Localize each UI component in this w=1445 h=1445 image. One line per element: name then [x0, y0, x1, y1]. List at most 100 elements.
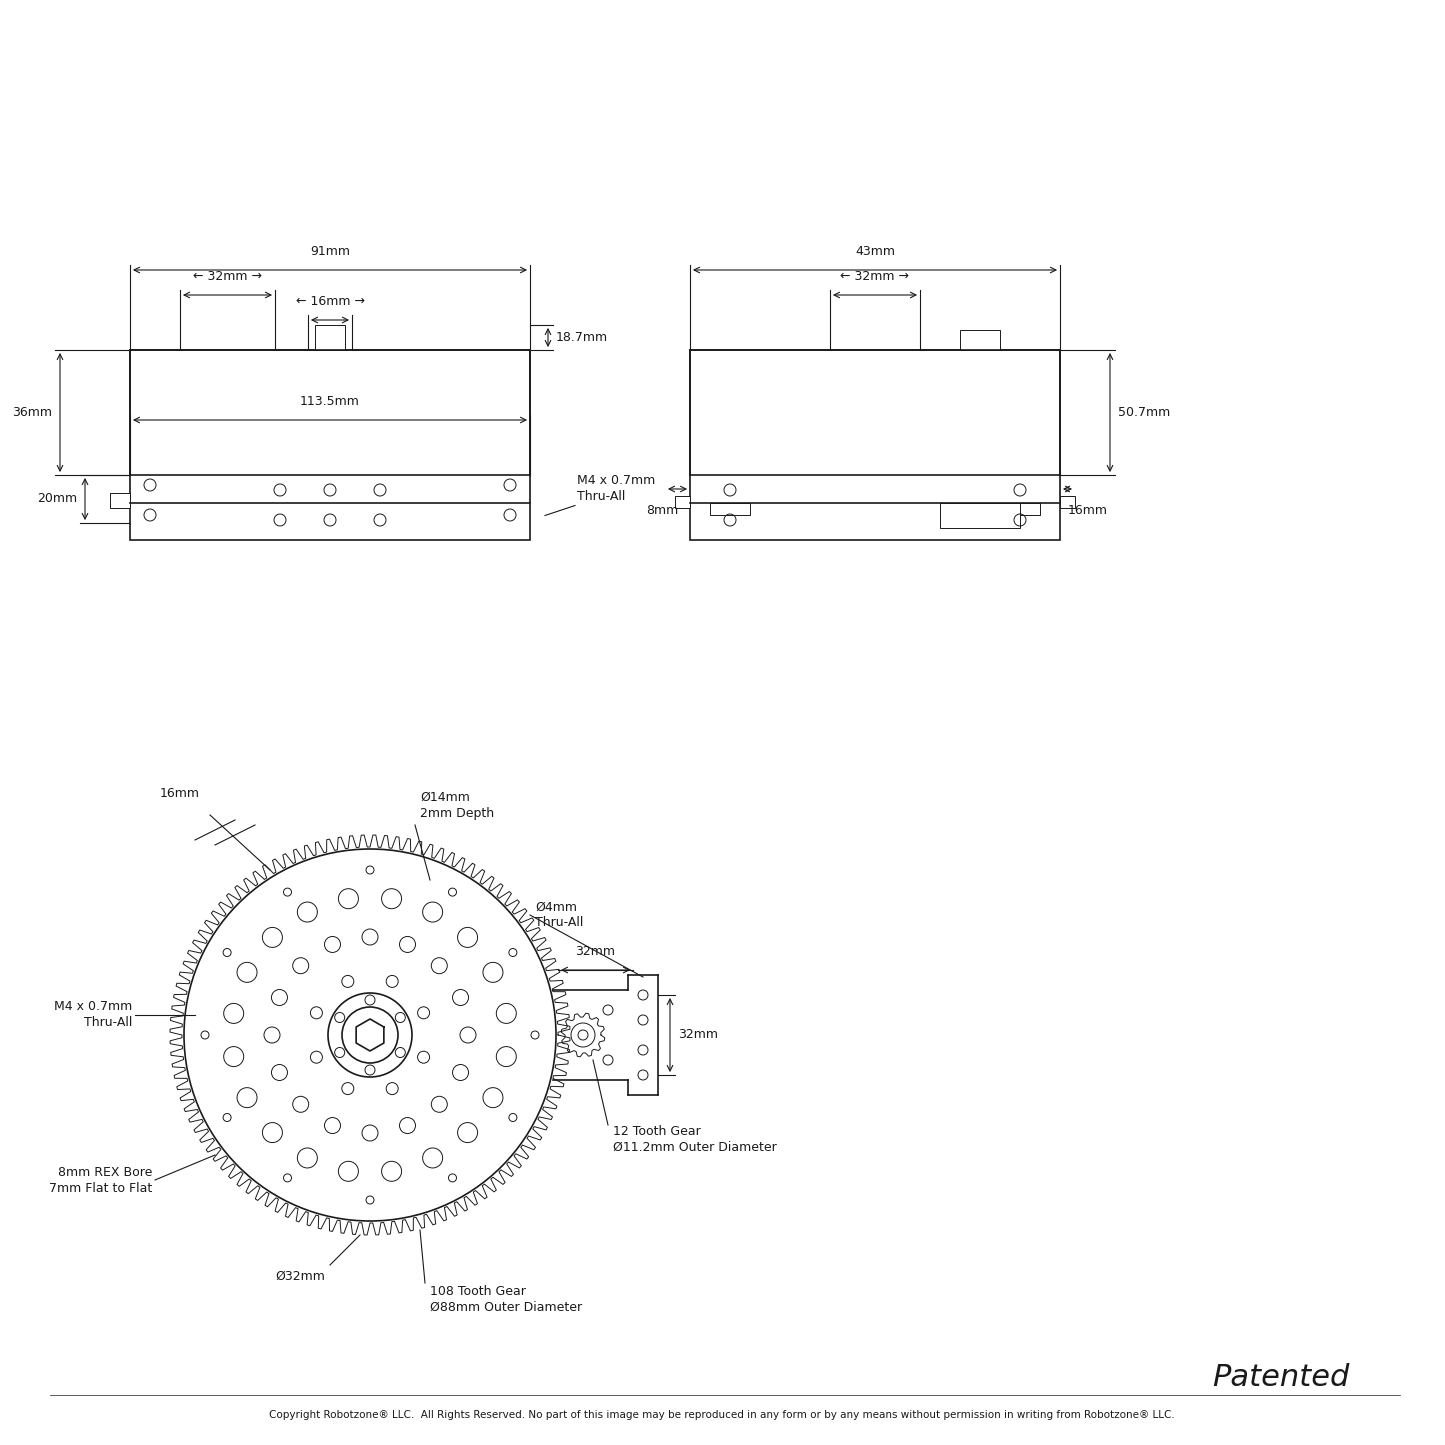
Bar: [525, 475, 530, 503]
Bar: [1061, 496, 1075, 509]
Text: ← 32mm →: ← 32mm →: [841, 270, 909, 283]
Text: 20mm: 20mm: [38, 493, 77, 506]
Bar: [929, 475, 936, 503]
Bar: [903, 475, 912, 503]
Bar: [389, 475, 394, 503]
Bar: [961, 475, 970, 503]
Bar: [308, 475, 315, 503]
Bar: [1043, 475, 1052, 503]
Bar: [413, 475, 419, 503]
Text: 108 Tooth Gear
Ø88mm Outer Diameter: 108 Tooth Gear Ø88mm Outer Diameter: [431, 1285, 582, 1314]
Bar: [192, 475, 198, 503]
Bar: [829, 475, 838, 503]
Bar: [272, 475, 277, 503]
Bar: [474, 475, 481, 503]
Bar: [266, 475, 272, 503]
Text: Copyright Robotzone® LLC.  All Rights Reserved. No part of this image may be rep: Copyright Robotzone® LLC. All Rights Res…: [269, 1410, 1175, 1420]
Bar: [493, 475, 499, 503]
Text: 8mm REX Bore
7mm Flat to Flat: 8mm REX Bore 7mm Flat to Flat: [49, 1166, 152, 1195]
Bar: [259, 475, 266, 503]
Bar: [512, 475, 517, 503]
Bar: [1052, 475, 1061, 503]
Bar: [731, 475, 740, 503]
Bar: [747, 475, 756, 503]
Text: Patented: Patented: [1212, 1363, 1350, 1392]
Bar: [1027, 475, 1035, 503]
Bar: [457, 475, 462, 503]
Bar: [425, 475, 432, 503]
Bar: [985, 475, 994, 503]
Bar: [805, 475, 814, 503]
Bar: [171, 503, 210, 514]
Text: ← 16mm →: ← 16mm →: [295, 295, 364, 308]
Bar: [675, 496, 691, 509]
Bar: [358, 475, 364, 503]
Text: 16mm: 16mm: [160, 788, 199, 801]
Bar: [173, 475, 179, 503]
Bar: [160, 475, 168, 503]
Bar: [370, 475, 376, 503]
Bar: [912, 475, 920, 503]
Bar: [110, 493, 130, 509]
Bar: [722, 475, 731, 503]
Bar: [691, 475, 698, 503]
Bar: [311, 503, 350, 514]
Bar: [764, 475, 772, 503]
Text: Ø4mm
Thru-All: Ø4mm Thru-All: [535, 900, 584, 929]
Bar: [130, 350, 530, 540]
Bar: [149, 475, 155, 503]
Bar: [879, 475, 887, 503]
Bar: [376, 475, 383, 503]
Text: Ø14mm
2mm Depth: Ø14mm 2mm Depth: [420, 790, 494, 819]
Bar: [954, 475, 961, 503]
Text: 32mm: 32mm: [678, 1029, 718, 1042]
Bar: [185, 475, 192, 503]
Bar: [796, 475, 805, 503]
Bar: [283, 475, 290, 503]
Text: 50.7mm: 50.7mm: [1118, 406, 1170, 419]
Bar: [407, 475, 413, 503]
Bar: [130, 475, 136, 503]
Bar: [290, 503, 370, 527]
Bar: [863, 475, 871, 503]
Bar: [780, 475, 789, 503]
Bar: [364, 475, 370, 503]
Bar: [142, 475, 149, 503]
Bar: [179, 475, 185, 503]
Bar: [228, 475, 234, 503]
Bar: [449, 503, 490, 514]
Bar: [321, 475, 327, 503]
Bar: [383, 475, 389, 503]
Bar: [234, 475, 241, 503]
Bar: [487, 475, 493, 503]
Bar: [136, 475, 142, 503]
Bar: [449, 475, 457, 503]
Bar: [871, 475, 879, 503]
Bar: [715, 475, 722, 503]
Text: 91mm: 91mm: [311, 246, 350, 259]
Bar: [499, 475, 506, 503]
Bar: [345, 475, 351, 503]
Text: Ø32mm: Ø32mm: [275, 1270, 325, 1283]
Bar: [432, 475, 438, 503]
Bar: [315, 475, 321, 503]
Bar: [978, 475, 985, 503]
Text: 18.7mm: 18.7mm: [556, 331, 608, 344]
Bar: [1003, 475, 1010, 503]
Text: 113.5mm: 113.5mm: [301, 394, 360, 407]
Text: 36mm: 36mm: [12, 406, 52, 419]
Bar: [789, 475, 796, 503]
Bar: [1000, 503, 1040, 514]
Bar: [302, 475, 308, 503]
Bar: [740, 475, 747, 503]
Bar: [707, 475, 715, 503]
Bar: [481, 475, 487, 503]
Bar: [223, 475, 228, 503]
Text: 12 Tooth Gear
Ø11.2mm Outer Diameter: 12 Tooth Gear Ø11.2mm Outer Diameter: [613, 1126, 777, 1155]
Bar: [945, 475, 954, 503]
Text: ← 32mm →: ← 32mm →: [194, 270, 262, 283]
Bar: [920, 475, 929, 503]
Text: 43mm: 43mm: [855, 246, 894, 259]
Text: M4 x 0.7mm
Thru-All: M4 x 0.7mm Thru-All: [53, 1000, 131, 1029]
Bar: [887, 475, 896, 503]
